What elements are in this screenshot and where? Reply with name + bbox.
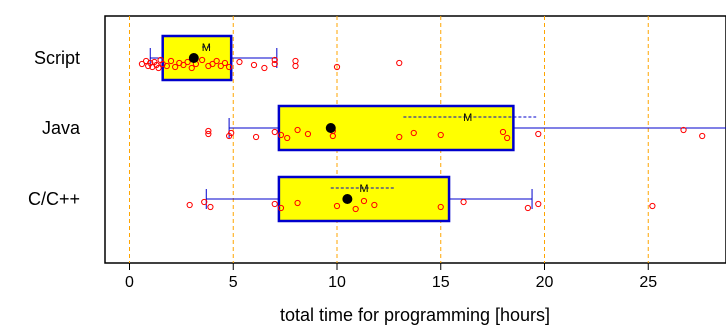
data-point (410, 129, 417, 137)
data-point (699, 132, 706, 140)
data-point (184, 58, 191, 66)
data-point (221, 59, 229, 67)
data-point (277, 131, 285, 139)
data-point (460, 198, 467, 206)
data-point (396, 59, 403, 67)
data-point (437, 131, 444, 139)
iqr-box (277, 104, 515, 152)
data-point (294, 126, 301, 134)
data-point (304, 130, 312, 138)
data-point (535, 130, 542, 138)
data-point (292, 62, 299, 70)
data-point (236, 58, 243, 66)
data-point (271, 200, 278, 208)
x-tick-label: 15 (432, 274, 450, 291)
data-point (271, 128, 278, 136)
box-group-java: M (205, 104, 726, 152)
data-point (277, 204, 285, 212)
box-group-c-c-: M (186, 175, 656, 223)
data-point (680, 126, 687, 134)
data-point (396, 133, 403, 141)
data-point (172, 63, 179, 71)
data-point (292, 57, 299, 65)
category-labels: Script Java C/C++ (28, 48, 81, 209)
data-point (333, 202, 341, 210)
data-point (163, 62, 170, 70)
data-point (371, 201, 378, 209)
x-tick-label: 10 (328, 274, 346, 291)
data-point (205, 127, 212, 135)
mean-marker: M (202, 42, 211, 54)
data-point (138, 60, 146, 68)
data-point (271, 60, 278, 68)
data-point (649, 202, 656, 210)
data-point (228, 129, 235, 137)
data-point (188, 64, 195, 72)
data-point (360, 197, 368, 205)
category-label: Java (42, 118, 81, 138)
data-point (252, 133, 260, 141)
median-dot (188, 53, 199, 63)
data-point (294, 199, 301, 207)
iqr-box (277, 175, 451, 223)
mean-marker: M (359, 183, 368, 195)
box-group-script: M (138, 34, 403, 82)
data-point (284, 134, 291, 142)
x-tick-label: 0 (125, 274, 134, 291)
data-point (250, 61, 258, 69)
x-tick-label: 20 (536, 274, 554, 291)
data-point (167, 57, 175, 65)
data-point (186, 201, 193, 209)
data-point (201, 198, 208, 206)
data-point (535, 200, 542, 208)
x-tick-label: 25 (639, 274, 657, 291)
data-point (333, 63, 341, 71)
category-label: Script (34, 48, 80, 68)
data-point (155, 64, 162, 72)
plot-frame (104, 15, 726, 264)
data-point (207, 203, 214, 211)
category-label: C/C++ (28, 189, 80, 209)
data-point (205, 130, 212, 138)
x-tick-label: 5 (229, 274, 238, 291)
data-point (226, 63, 233, 71)
median-dot (342, 194, 353, 204)
data-point (199, 56, 206, 64)
data-point (217, 62, 224, 70)
median-dot (325, 123, 336, 133)
data-point (209, 60, 216, 68)
x-axis: 0 5 10 15 20 25 (125, 263, 657, 291)
data-point (524, 204, 532, 212)
data-point (437, 203, 444, 211)
mean-marker: M (463, 112, 472, 124)
data-point (180, 61, 187, 69)
data-point (213, 57, 220, 65)
data-point (352, 205, 359, 213)
data-point (271, 56, 278, 64)
box-groups: M M M (138, 34, 726, 223)
x-axis-label: total time for programming [hours] (280, 305, 550, 325)
data-point (499, 128, 507, 136)
data-point (261, 64, 268, 72)
data-point (504, 134, 511, 142)
